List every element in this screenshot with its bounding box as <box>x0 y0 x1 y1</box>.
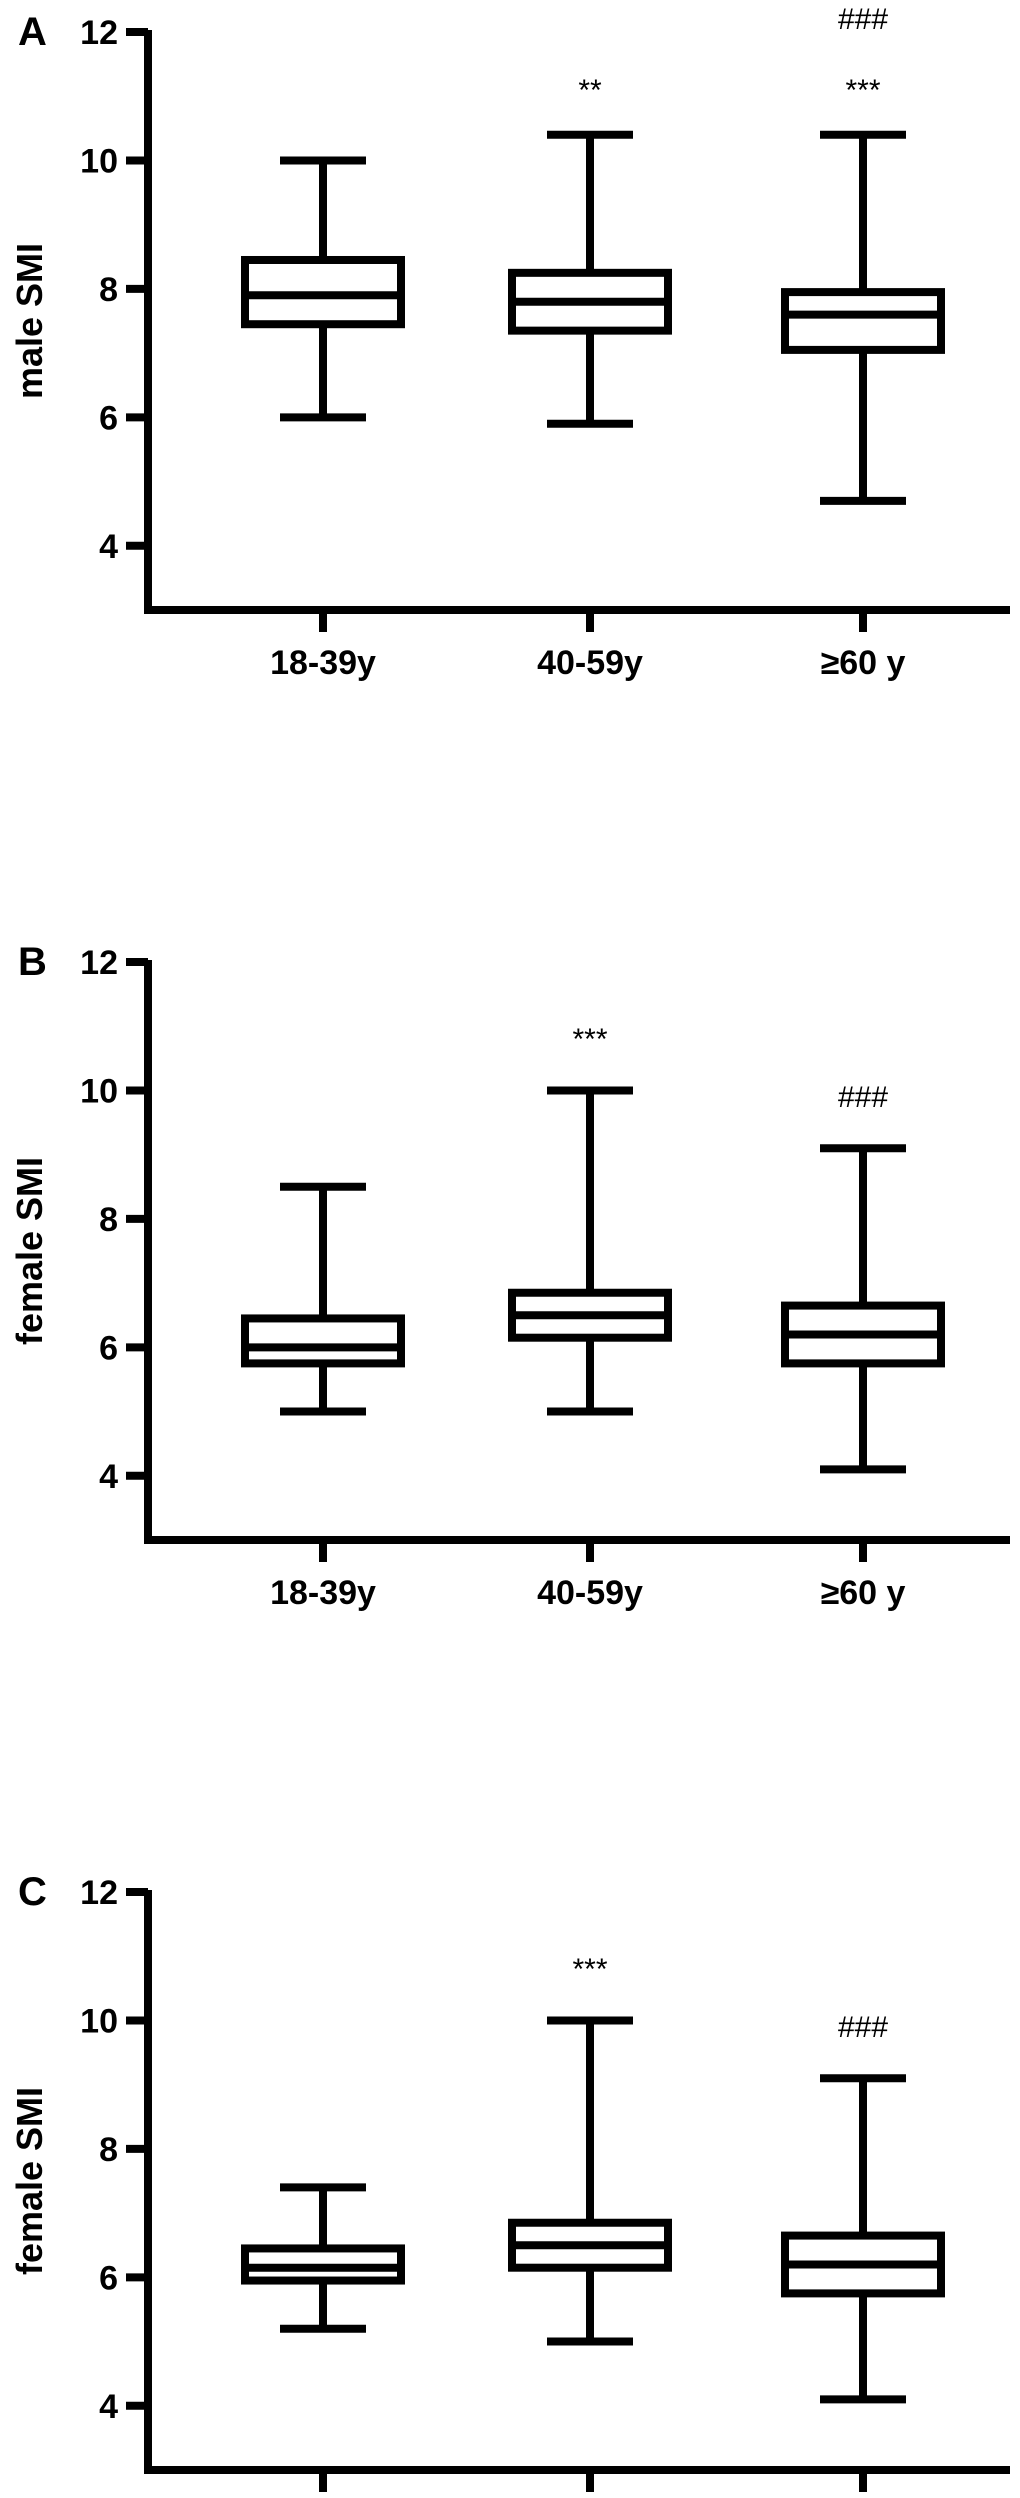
y-tick-label: 8 <box>99 1201 118 1239</box>
significance-marker: ### <box>838 3 888 36</box>
x-category-label: 18-39y <box>270 644 376 682</box>
y-tick-label: 10 <box>80 1072 118 1110</box>
significance-marker: ### <box>838 2011 888 2044</box>
significance-marker: ### <box>838 1081 888 1114</box>
significance-marker: *** <box>572 1023 607 1056</box>
significance-marker: ** <box>578 74 602 107</box>
y-tick-label: 6 <box>99 2259 118 2297</box>
y-tick-label: 12 <box>80 944 118 982</box>
panel-label: A <box>18 10 47 54</box>
y-tick-label: 4 <box>99 2388 118 2426</box>
box-iqr <box>781 288 945 354</box>
y-tick-label: 12 <box>80 14 118 52</box>
box-iqr <box>241 1314 405 1368</box>
x-category-label: 40-59y <box>537 1574 643 1612</box>
significance-marker: *** <box>845 74 880 107</box>
panel-label: B <box>18 940 47 984</box>
y-tick-label: 6 <box>99 1329 118 1367</box>
panel-label: C <box>18 1870 47 1914</box>
x-category-label: 18-39y <box>270 1574 376 1612</box>
x-category-label: ≥60 y <box>821 1574 906 1612</box>
x-category-label: ≥60 y <box>821 644 906 682</box>
y-axis-title: male SMI <box>9 243 50 399</box>
y-tick-label: 8 <box>99 2131 118 2169</box>
y-tick-label: 10 <box>80 2002 118 2040</box>
significance-marker: *** <box>572 1953 607 1986</box>
y-axis-title: female SMI <box>9 2087 50 2275</box>
y-tick-label: 6 <box>99 399 118 437</box>
y-tick-label: 4 <box>99 1458 118 1496</box>
y-axis-title: female SMI <box>9 1157 50 1345</box>
y-tick-label: 10 <box>80 142 118 180</box>
y-tick-label: 4 <box>99 528 118 566</box>
y-tick-label: 12 <box>80 1874 118 1912</box>
y-tick-label: 8 <box>99 271 118 309</box>
x-category-label: 40-59y <box>537 644 643 682</box>
